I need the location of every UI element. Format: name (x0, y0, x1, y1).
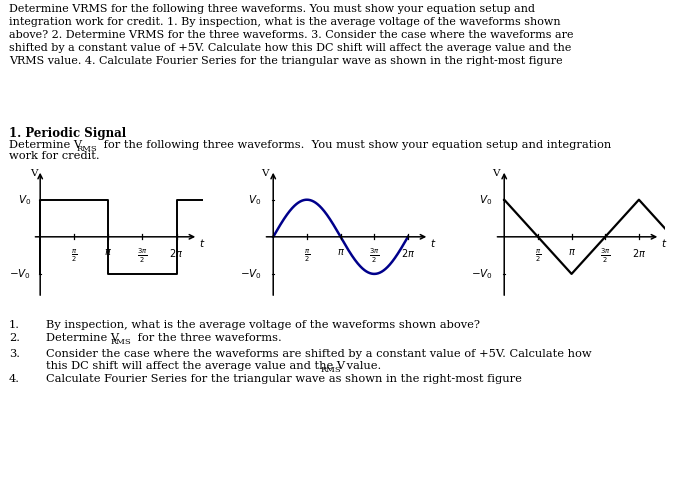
Text: $\pi$: $\pi$ (568, 247, 575, 257)
Text: $V_0$: $V_0$ (480, 193, 492, 207)
Text: Calculate Fourier Series for the triangular wave as shown in the right-most figu: Calculate Fourier Series for the triangu… (46, 374, 522, 384)
Text: $-V_0$: $-V_0$ (9, 267, 31, 281)
Text: $\pi$: $\pi$ (337, 247, 344, 257)
Text: $t$: $t$ (430, 237, 436, 249)
Text: Determine VRMS for the following three waveforms. You must show your equation se: Determine VRMS for the following three w… (9, 4, 573, 67)
Text: work for credit.: work for credit. (9, 151, 99, 161)
Text: Determine V: Determine V (9, 140, 82, 150)
Text: this DC shift will affect the average value and the V: this DC shift will affect the average va… (46, 361, 344, 371)
Text: $-V_0$: $-V_0$ (239, 267, 261, 281)
Text: By inspection, what is the average voltage of the waveforms shown above?: By inspection, what is the average volta… (46, 320, 480, 330)
Text: $\frac{\pi}{2}$: $\frac{\pi}{2}$ (535, 247, 541, 264)
Text: $2\pi$: $2\pi$ (632, 247, 646, 259)
Text: RMS: RMS (76, 145, 97, 153)
Text: $t$: $t$ (661, 237, 667, 249)
Text: 1.: 1. (9, 320, 20, 330)
Text: $\frac{\pi}{2}$: $\frac{\pi}{2}$ (71, 247, 78, 264)
Text: V: V (261, 169, 269, 178)
Text: $t$: $t$ (199, 237, 205, 249)
Text: $2\pi$: $2\pi$ (169, 247, 183, 259)
Text: $\frac{\pi}{2}$: $\frac{\pi}{2}$ (304, 247, 310, 264)
Text: $\frac{3\pi}{2}$: $\frac{3\pi}{2}$ (369, 247, 379, 266)
Text: for the three waveforms.: for the three waveforms. (134, 333, 282, 343)
Text: 2.: 2. (9, 333, 20, 343)
Text: $V_0$: $V_0$ (18, 193, 31, 207)
Text: value.: value. (343, 361, 382, 371)
Text: for the following three waveforms.  You must show your equation setup and integr: for the following three waveforms. You m… (100, 140, 611, 150)
Text: RMS: RMS (111, 338, 132, 346)
Text: Consider the case where the waveforms are shifted by a constant value of +5V. Ca: Consider the case where the waveforms ar… (46, 349, 591, 359)
Text: Determine V: Determine V (46, 333, 118, 343)
Text: $\pi$: $\pi$ (104, 247, 113, 257)
Text: $-V_0$: $-V_0$ (470, 267, 492, 281)
Text: V: V (492, 169, 500, 178)
Text: 3.: 3. (9, 349, 20, 359)
Text: $V_0$: $V_0$ (248, 193, 261, 207)
Text: 1. Periodic Signal: 1. Periodic Signal (9, 127, 126, 140)
Text: $\frac{3\pi}{2}$: $\frac{3\pi}{2}$ (600, 247, 610, 266)
Text: $\frac{3\pi}{2}$: $\frac{3\pi}{2}$ (137, 247, 148, 266)
Text: $2\pi$: $2\pi$ (401, 247, 415, 259)
Text: V: V (30, 169, 37, 178)
Text: 4.: 4. (9, 374, 20, 384)
Text: RMS: RMS (321, 366, 342, 374)
